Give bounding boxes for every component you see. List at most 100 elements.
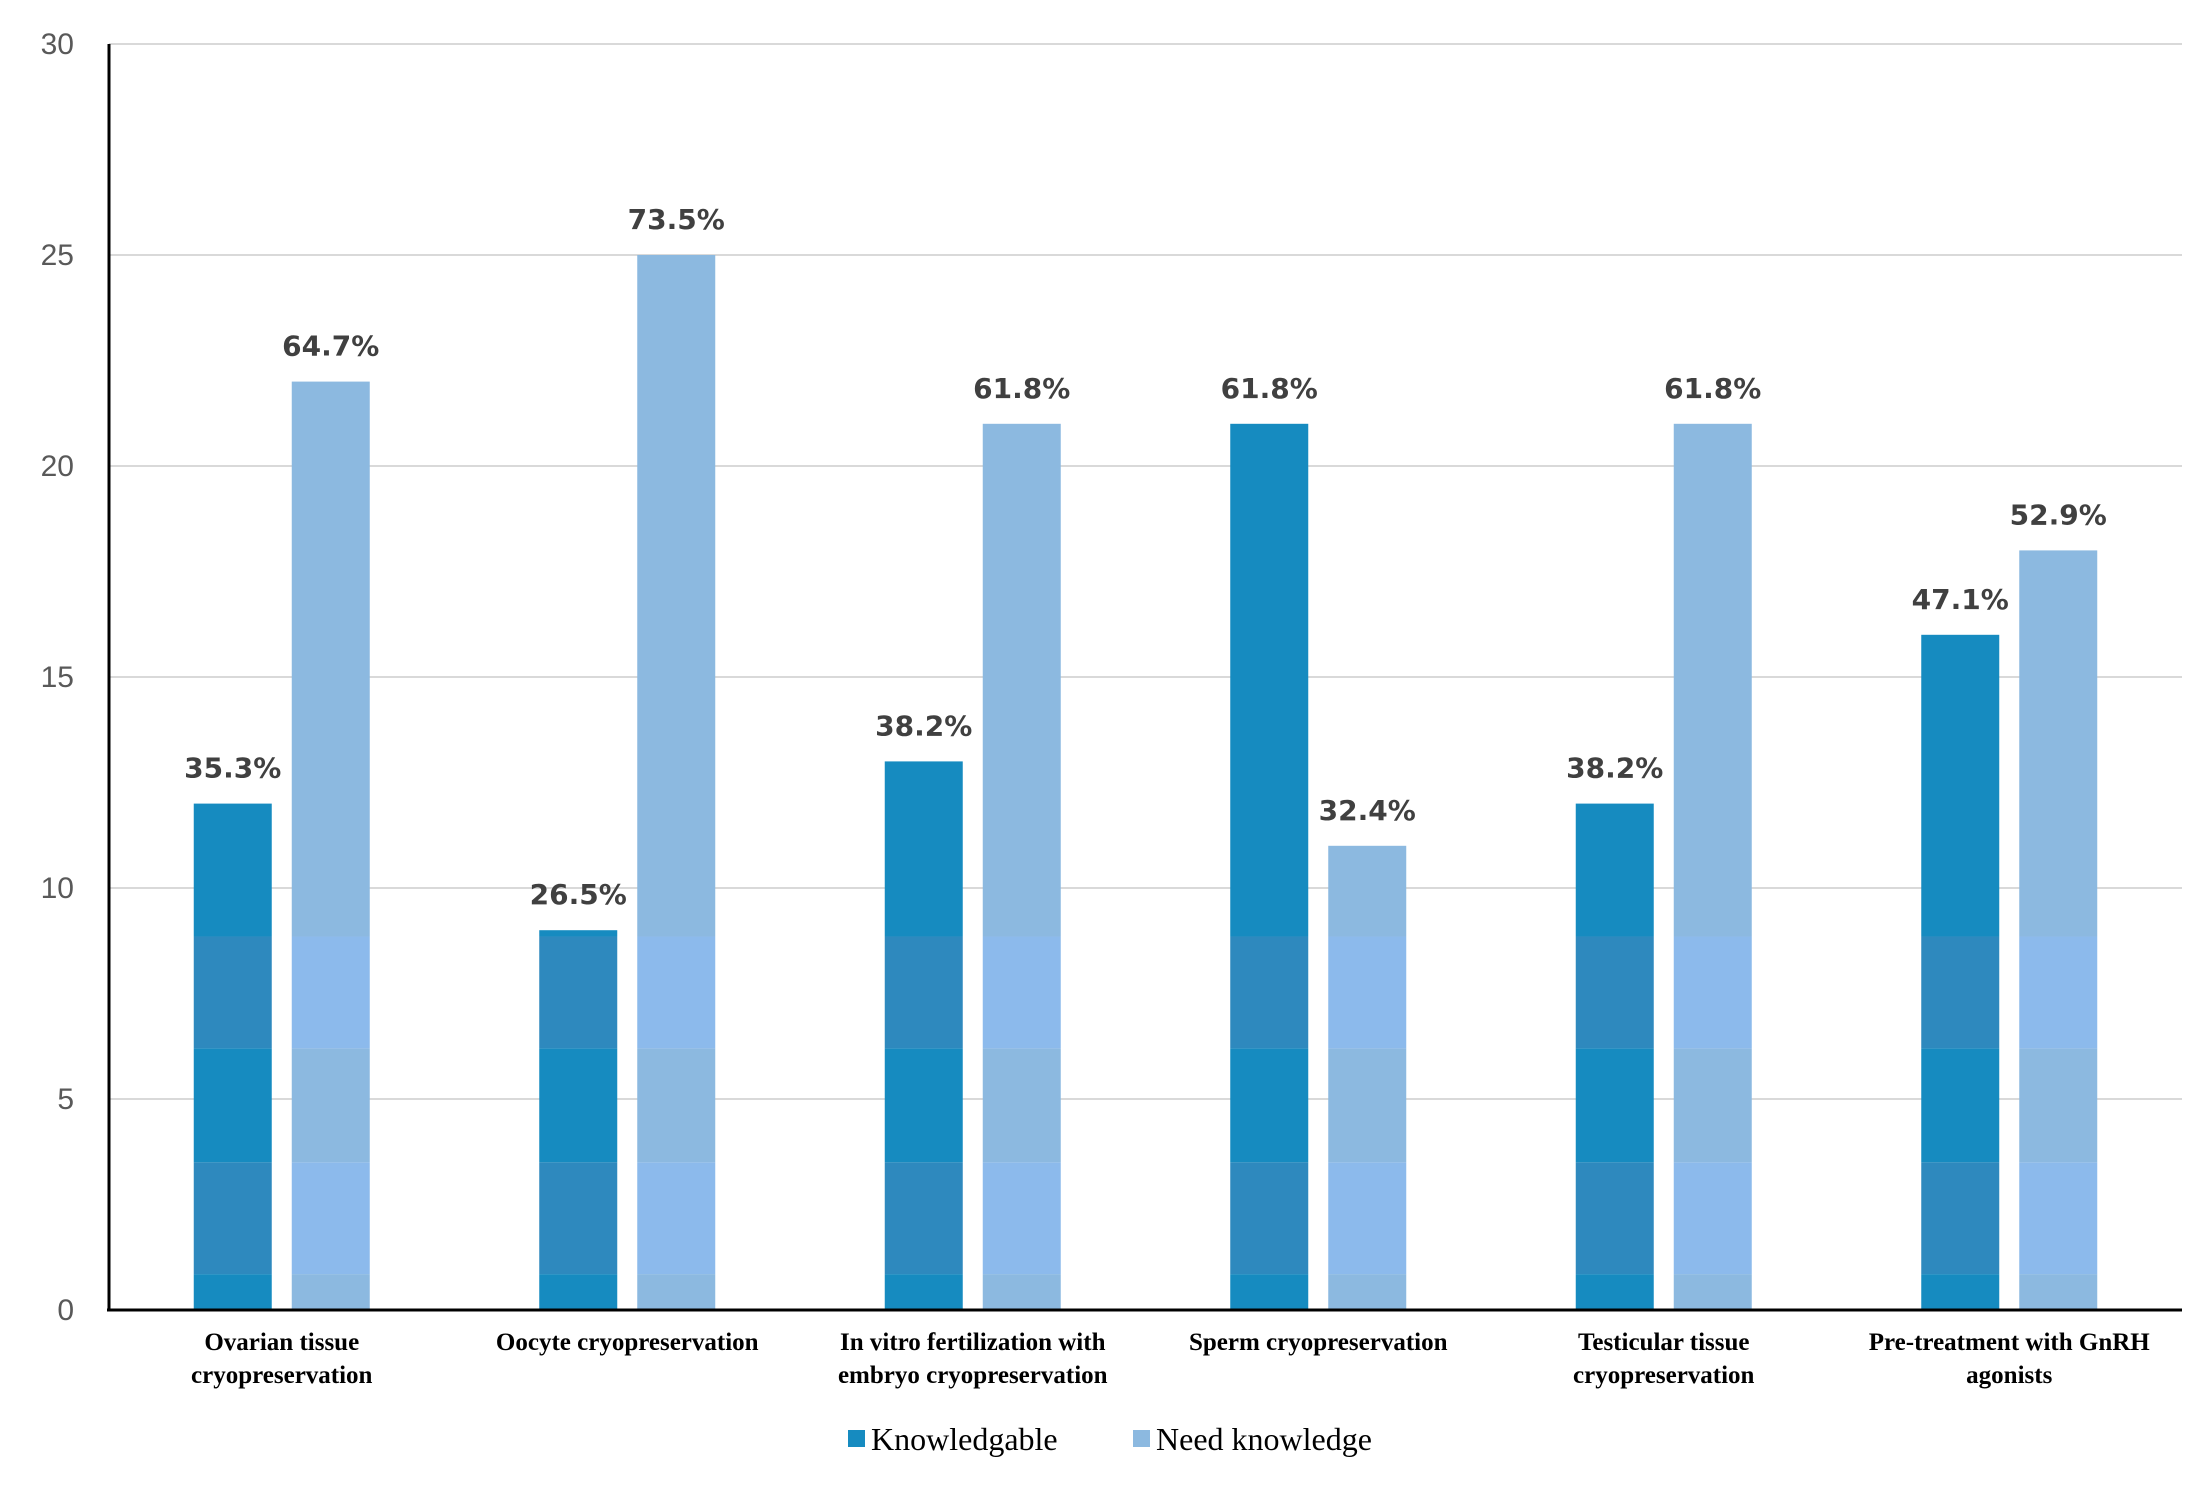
bar-segment <box>637 1162 716 1275</box>
bar-segment <box>637 936 716 1049</box>
data-label: 73.5% <box>628 203 725 236</box>
legend-swatch <box>848 1430 865 1447</box>
x-tick-label: Testicular tissue cryopreservation <box>1573 1329 1755 1389</box>
bar-segment <box>637 1274 716 1310</box>
data-label: 64.7% <box>282 330 379 363</box>
bar-segment <box>291 936 370 1049</box>
y-tick-label: 30 <box>41 28 74 61</box>
bar-segment <box>539 1274 618 1310</box>
bar-knowledgable <box>1230 423 1309 1310</box>
x-tick-label: Ovarian tissue cryopreservation <box>191 1329 373 1389</box>
bar-segment <box>1575 1162 1654 1275</box>
bar-segment <box>1230 423 1309 937</box>
bar-segment <box>884 1162 963 1275</box>
bar-segment <box>1230 1162 1309 1275</box>
bar-segment <box>1328 845 1407 937</box>
y-tick-label: 0 <box>57 1294 74 1327</box>
x-tick-label-line: Testicular tissue <box>1578 1329 1750 1356</box>
bar-segment <box>1328 1274 1407 1310</box>
bar-segment <box>637 1048 716 1163</box>
legend: Knowledgable Need knowledge <box>848 1421 1372 1457</box>
gridlines <box>109 43 2182 1100</box>
data-label: 32.4% <box>1319 794 1416 827</box>
x-tick-label: In vitro fertilization with embryo cryopr… <box>838 1329 1108 1389</box>
bar-segment <box>1230 1274 1309 1310</box>
bar-segment <box>982 1162 1061 1275</box>
data-label: 38.2% <box>1566 752 1663 785</box>
bar-segment <box>1575 1274 1654 1310</box>
bar-knowledgable <box>1921 634 2000 1310</box>
data-label: 52.9% <box>2010 498 2107 531</box>
bar-segment <box>193 1048 272 1163</box>
bar-segment <box>539 1048 618 1163</box>
x-tick-label-line: agonists <box>1966 1362 2052 1389</box>
bar-segment <box>1328 1162 1407 1275</box>
bar-segment <box>982 1274 1061 1310</box>
y-tick-label: 5 <box>57 1083 74 1116</box>
x-tick-label-line: Ovarian tissue <box>204 1329 359 1356</box>
bar-segment <box>1921 936 2000 1049</box>
bar-segment <box>1575 936 1654 1049</box>
bar-segment <box>2019 550 2098 937</box>
bar-need-knowledge <box>1328 845 1407 1310</box>
bar-segment <box>2019 1162 2098 1275</box>
bar-segment <box>982 936 1061 1049</box>
bar-segment <box>1230 936 1309 1049</box>
bar-segment <box>193 1162 272 1275</box>
bar-knowledgable <box>884 761 963 1310</box>
data-label: 26.5% <box>530 878 627 911</box>
bar-segment <box>1921 1274 2000 1310</box>
bar-need-knowledge <box>982 423 1061 1310</box>
bar-segment <box>637 255 716 937</box>
bar-segment <box>1575 1048 1654 1163</box>
bar-knowledgable <box>193 803 272 1310</box>
axes <box>107 44 2182 1312</box>
x-tick-label-line: cryopreservation <box>191 1362 373 1389</box>
y-tick-label: 20 <box>41 450 74 483</box>
bar-segment <box>193 936 272 1049</box>
bar-need-knowledge <box>1673 423 1752 1310</box>
data-label: 47.1% <box>1912 583 2009 616</box>
bar-segment <box>884 761 963 937</box>
x-tick-label-line: cryopreservation <box>1573 1362 1755 1389</box>
bar-segment <box>539 1162 618 1275</box>
bar-segment <box>1328 936 1407 1049</box>
labels: 0 5 10 15 20 25 30 35.3% 64.7% Ovarian tissue cryo… <box>41 28 2151 1389</box>
y-tick-label: 25 <box>41 239 74 272</box>
bar-segment <box>2019 1048 2098 1163</box>
bar-need-knowledge <box>2019 550 2098 1310</box>
bar-segment <box>1575 803 1654 937</box>
bars <box>193 255 2098 1310</box>
bar-segment <box>1230 1048 1309 1163</box>
bar-segment <box>193 1274 272 1310</box>
bar-segment <box>1921 1162 2000 1275</box>
bar-knowledgable <box>539 930 618 1310</box>
bar-segment <box>884 1274 963 1310</box>
bar-segment <box>539 930 618 937</box>
data-label: 38.2% <box>875 709 972 742</box>
bar-segment <box>291 381 370 937</box>
x-tick-label: Pre-treatment with GnRH agonists <box>1869 1329 2151 1389</box>
bar-segment <box>539 936 618 1049</box>
bar-segment <box>291 1162 370 1275</box>
bar-segment <box>1673 936 1752 1049</box>
bar-segment <box>1673 1162 1752 1275</box>
x-tick-label: Sperm cryopreservation <box>1189 1329 1448 1356</box>
y-tick-label: 10 <box>41 872 74 905</box>
bar-segment <box>1673 1274 1752 1310</box>
y-tick-label: 15 <box>41 661 74 694</box>
bar-segment <box>2019 1274 2098 1310</box>
data-label: 61.8% <box>973 372 1070 405</box>
bar-segment <box>291 1048 370 1163</box>
bar-segment <box>193 803 272 937</box>
bar-knowledgable <box>1575 803 1654 1310</box>
x-tick-label-line: Oocyte cryopreservation <box>496 1329 759 1356</box>
legend-label: Need knowledge <box>1156 1421 1372 1457</box>
data-label: 61.8% <box>1221 372 1318 405</box>
x-tick-label: Oocyte cryopreservation <box>496 1329 759 1356</box>
x-tick-label-line: In vitro fertilization with <box>840 1329 1106 1356</box>
x-tick-label-line: Sperm cryopreservation <box>1189 1329 1448 1356</box>
bar-segment <box>291 1274 370 1310</box>
bar-segment <box>1921 634 2000 937</box>
